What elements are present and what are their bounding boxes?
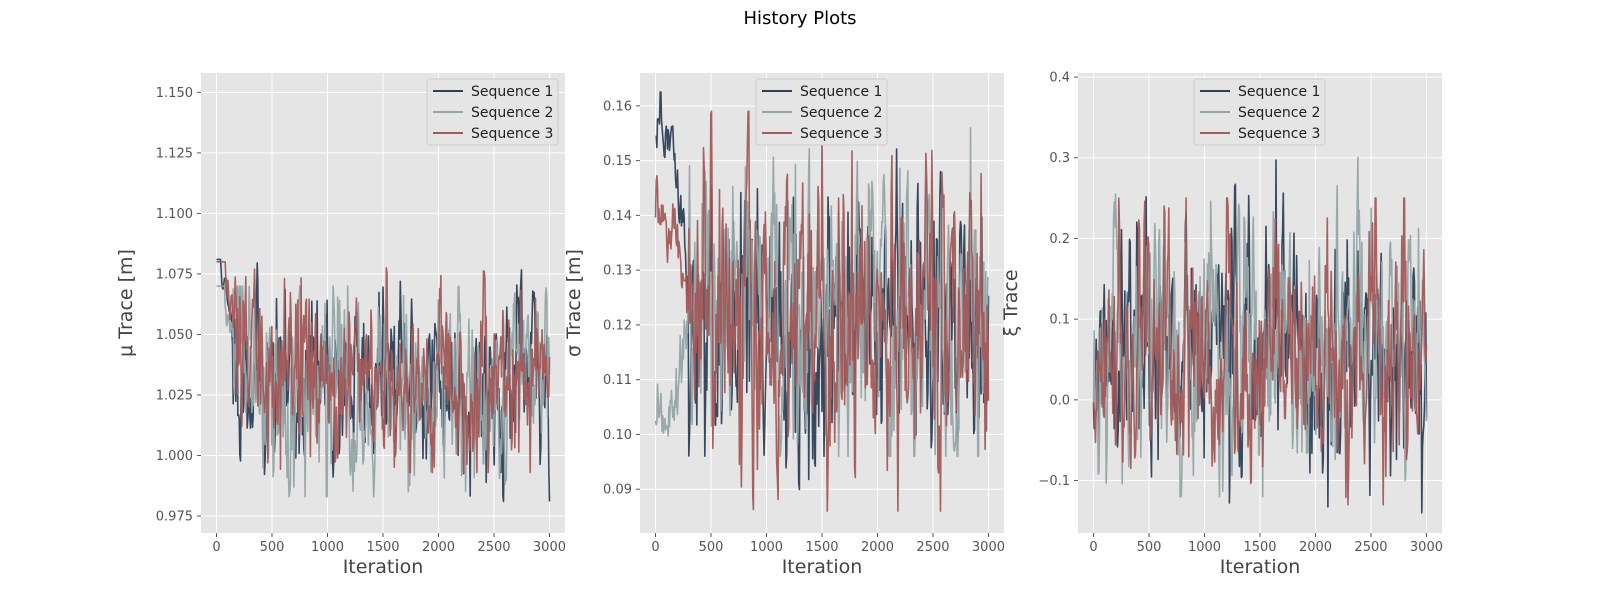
x-tick-label: 2000 [1299,540,1332,555]
legend-box [1193,78,1326,146]
legend-label-2: Sequence 2 [800,105,882,121]
y-tick-label: 1.050 [156,328,193,343]
y-tick-label: 0.11 [603,373,632,388]
legend-label-1: Sequence 1 [800,84,882,100]
figure-title: History Plots [743,8,857,29]
y-tick-label: 0.0 [1049,393,1070,408]
y-tick-label: 1.150 [156,86,193,101]
legend-label-3: Sequence 3 [1238,126,1320,142]
legend: Sequence 1 Sequence 2 Sequence 3 [1193,78,1326,146]
x-tick-label: 2500 [477,540,510,555]
legend: Sequence 1 Sequence 2 Sequence 3 [755,78,888,146]
x-tick-label: 3000 [533,540,566,555]
y-tick-label: −0.1 [1038,474,1070,489]
y-tick-label: 0.1 [1049,313,1070,328]
y-tick-label: 0.16 [603,99,632,114]
x-tick-label: 2000 [422,540,455,555]
x-tick-label: 1500 [805,540,838,555]
y-tick-label: 0.15 [603,154,632,169]
y-tick-label: 1.125 [156,146,193,161]
legend-label-2: Sequence 2 [1238,105,1320,121]
y-tick-label: 0.2 [1049,232,1070,247]
x-tick-label: 0 [1089,540,1097,555]
legend-label-3: Sequence 3 [800,126,882,142]
y-tick-label: 0.4 [1049,71,1070,86]
y-tick-label: 1.000 [156,449,193,464]
y-tick-label: 0.975 [156,510,193,525]
x-tick-label: 2500 [916,540,949,555]
y-tick-label: 1.100 [156,207,193,222]
x-tick-label: 1000 [750,540,783,555]
legend-label-1: Sequence 1 [1238,84,1320,100]
mu-trace-panel: 0 500 1000 1500 2000 2500 3000 0.975 1.000 1.025 1… [115,73,566,578]
x-tick-label: 1500 [1243,540,1276,555]
x-axis-label: Iteration [1220,556,1301,578]
x-tick-label: 2000 [861,540,894,555]
x-tick-label: 0 [651,540,659,555]
series-line-3 [1092,197,1428,506]
y-axis-label: ξ Trace [1000,269,1022,336]
x-tick-label: 3000 [1410,540,1443,555]
legend-box [755,78,888,146]
x-tick-label: 1000 [1188,540,1221,555]
y-tick-label: 0.13 [603,264,632,279]
y-tick-label: 0.09 [603,483,632,498]
x-axis-label: Iteration [782,556,863,578]
y-axis-label: σ Trace [m] [563,249,585,357]
y-tick-label: 0.10 [603,428,632,443]
x-tick-label: 500 [699,540,724,555]
legend: Sequence 1 Sequence 2 Sequence 3 [426,78,559,146]
y-tick-label: 0.14 [603,209,632,224]
y-axis-label: μ Trace [m] [115,249,137,357]
legend-label-3: Sequence 3 [471,126,553,142]
xi-trace-panel: 0 500 1000 1500 2000 2500 3000 −0.1 0.0 0.1 0.2 0.3… [1000,71,1443,578]
x-tick-label: 0 [212,540,220,555]
series-line-3 [216,261,551,474]
y-tick-label: 1.075 [156,267,193,282]
y-tick-label: 1.025 [156,389,193,404]
x-tick-label: 1000 [311,540,344,555]
y-tick-label: 0.12 [603,318,632,333]
x-tick-label: 500 [260,540,285,555]
sigma-trace-panel: 0 500 1000 1500 2000 2500 3000 0.09 0.10 0.11 0.12… [563,73,1005,578]
x-tick-label: 1500 [366,540,399,555]
x-tick-label: 3000 [972,540,1005,555]
y-tick-label: 0.3 [1049,151,1070,166]
legend-label-2: Sequence 2 [471,105,553,121]
series-line-2 [216,285,551,498]
legend-box [426,78,559,146]
x-tick-label: 500 [1137,540,1162,555]
x-axis-label: Iteration [343,556,424,578]
legend-label-1: Sequence 1 [471,84,553,100]
x-tick-label: 2500 [1354,540,1387,555]
